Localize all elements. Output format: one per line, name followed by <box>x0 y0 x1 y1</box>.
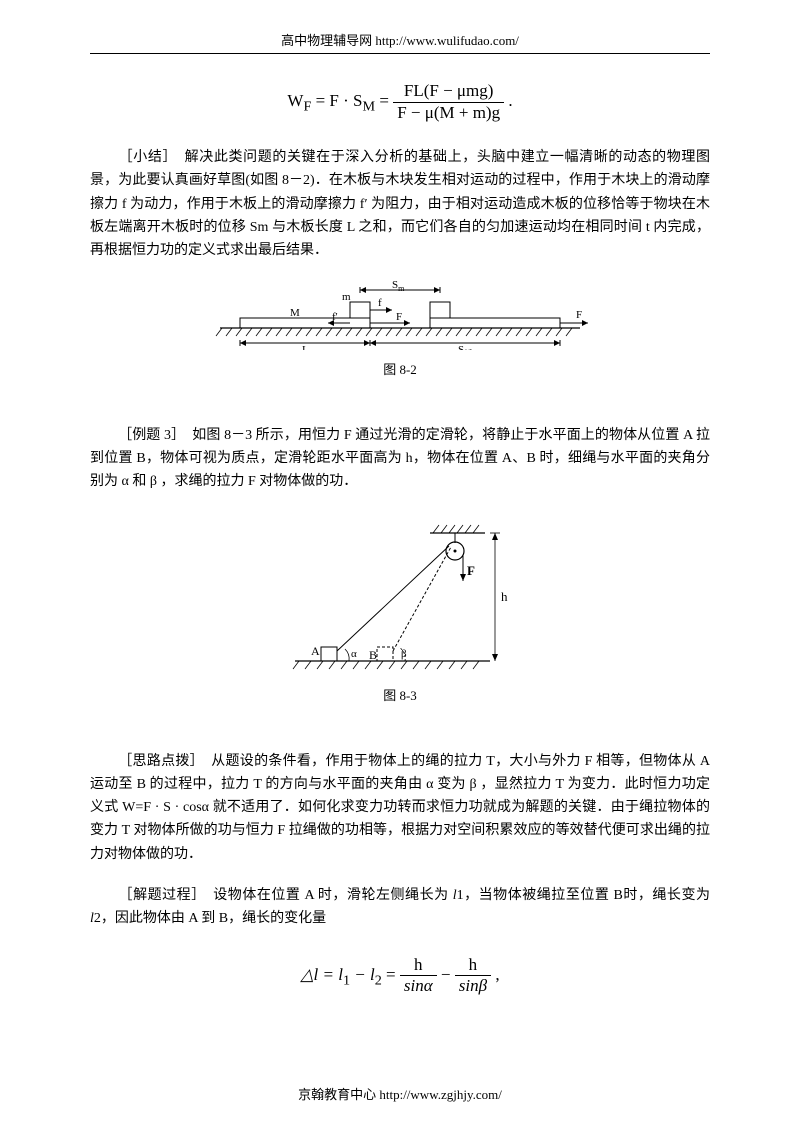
solve-label: ［解题过程］ <box>118 888 199 903</box>
solve-body-b: ，当物体被绳拉至位置 B时，绳长变为 <box>464 888 710 903</box>
eq2-mid: − l <box>350 965 375 984</box>
eq1-tail: . <box>504 91 513 110</box>
eq2-tail: , <box>491 965 500 984</box>
fig83-F: F <box>467 563 475 578</box>
figure-8-2: m M f f' F F Sm L S板 图 8-2 <box>90 280 710 378</box>
eq2-s1: 1 <box>343 972 350 988</box>
svg-text:Sm: Sm <box>392 280 405 293</box>
fig82-F2: F <box>576 309 582 321</box>
page-footer: 京翰教育中心 http://www.zgjhjy.com/ <box>0 1084 800 1103</box>
eq2-minus: − <box>437 965 455 984</box>
fig82-St-sub: 板 <box>464 348 472 350</box>
page-header: 高中物理辅导网 http://www.wulifudao.com/ <box>90 30 710 54</box>
summary-body: 解决此类问题的关键在于深入分析的基础上，头脑中建立一幅清晰的动态的物理图景，为此… <box>90 150 710 257</box>
para-hint: ［思路点拨］ 从题设的条件看，作用于物体上的绳的拉力 T，大小与外力 F 相等，… <box>90 750 710 865</box>
fig83-h: h <box>501 589 508 604</box>
eq2-lhs: △l = l <box>300 965 343 984</box>
fig82-F1: F <box>396 311 402 323</box>
fig83-alpha: α <box>351 648 357 660</box>
eq1-den: F − μ(M + m)g <box>393 103 504 123</box>
para-summary: ［小结］ 解决此类问题的关键在于深入分析的基础上，头脑中建立一幅清晰的动态的物理… <box>90 146 710 261</box>
hint-label: ［思路点拨］ <box>118 754 197 769</box>
fig82-fp: f' <box>332 311 338 323</box>
equation-wf: WF = F · SM = FL(F − μmg)F − μ(M + m)g . <box>90 82 710 122</box>
fig83-A: A <box>311 644 320 658</box>
eq2-num1: h <box>400 956 437 977</box>
fig82-m: m <box>342 291 351 303</box>
solve-body-a: 设物体在位置 A 时，滑轮左侧绳长为 <box>199 888 453 903</box>
solve-l2s: 2 <box>94 911 101 926</box>
fig83-beta: β <box>401 648 407 660</box>
solve-body-c: ，因此物体由 A 到 B，绳长的变化量 <box>101 911 326 926</box>
para-example3: ［例题 3］ 如图 8－3 所示，用恒力 F 通过光滑的定滑轮，将静止于水平面上… <box>90 424 710 493</box>
fig82-f: f <box>378 297 382 309</box>
eq1-mid: = F · S <box>311 91 362 110</box>
fig82-caption: 图 8-2 <box>90 359 710 378</box>
eq1-subM: M <box>363 98 376 114</box>
para-solve: ［解题过程］ 设物体在位置 A 时，滑轮左侧绳长为 l1，当物体被绳拉至位置 B… <box>90 884 710 930</box>
fig82-L: L <box>302 344 309 350</box>
fig82-Sm-sub: m <box>398 284 405 293</box>
fig83-B: B <box>369 648 377 662</box>
eq1-lhs: W <box>287 91 303 110</box>
summary-label: ［小结］ <box>118 150 170 165</box>
eq1-eq: = <box>375 91 393 110</box>
eq2-den2: sinβ <box>455 976 491 996</box>
svg-text:S板: S板 <box>458 344 472 350</box>
solve-l1s: 1 <box>457 888 464 903</box>
hint-body: 从题设的条件看，作用于物体上的绳的拉力 T，大小与外力 F 相等，但物体从 A … <box>90 754 710 861</box>
ex3-label: ［例题 3］ <box>118 428 178 443</box>
eq2-den1: sinα <box>400 976 437 996</box>
eq2-num2: h <box>455 956 491 977</box>
ex3-body: 如图 8－3 所示，用恒力 F 通过光滑的定滑轮，将静止于水平面上的物体从位置 … <box>90 428 710 489</box>
fig82-M: M <box>290 307 300 319</box>
figure-8-3: A B α β F h 图 8-3 <box>90 521 710 704</box>
equation-delta-l: △l = l1 − l2 = hsinα − hsinβ , <box>90 956 710 996</box>
eq2-s2: 2 <box>375 972 382 988</box>
eq2-eq: = <box>382 965 400 984</box>
fig83-caption: 图 8-3 <box>90 685 710 704</box>
eq1-num: FL(F − μmg) <box>393 82 504 103</box>
